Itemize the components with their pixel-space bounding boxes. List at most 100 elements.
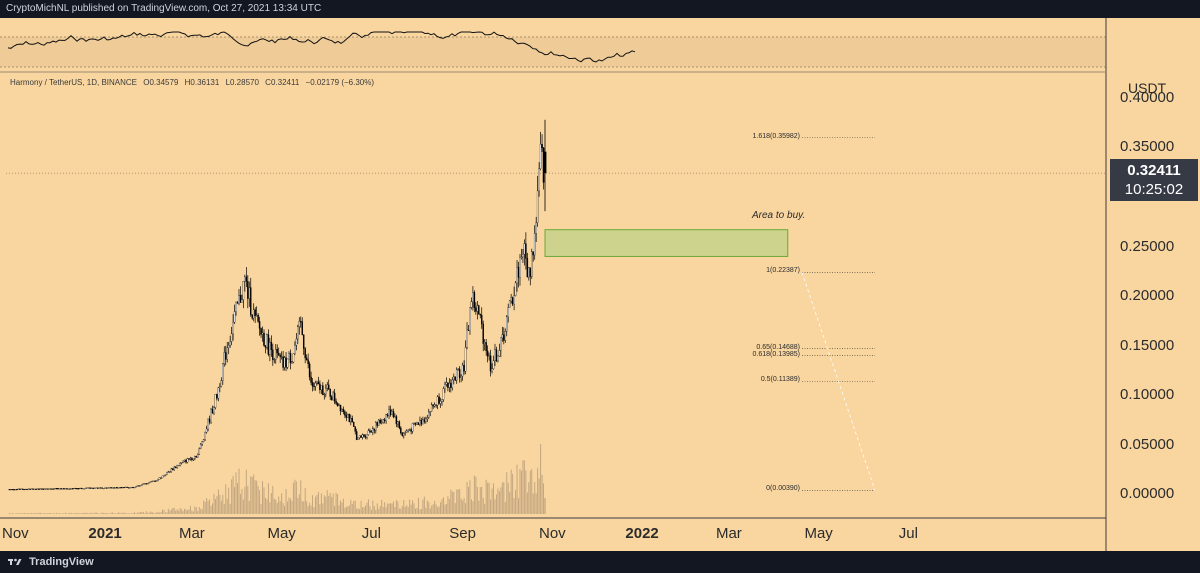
candle (136, 485, 139, 487)
chart-frame[interactable]: Harmony / TetherUS, 1D, BINANCE O0.34579… (0, 18, 1200, 551)
candle (266, 334, 268, 348)
volume-bar (447, 496, 449, 514)
candle (73, 487, 75, 490)
candle (457, 368, 459, 370)
candle (438, 396, 440, 404)
candle (239, 295, 242, 303)
candle (27, 488, 30, 490)
candle (289, 353, 292, 364)
volume-bar (101, 512, 103, 514)
volume-bar (228, 487, 230, 514)
candle (177, 465, 180, 467)
volume-bar (354, 500, 356, 514)
candle (426, 417, 429, 420)
buy-zone-label: Area to buy. (752, 210, 806, 221)
fib-level-label: 0.65(0.14688) (756, 343, 800, 351)
volume-bar (394, 507, 396, 514)
candle (149, 481, 152, 483)
oscillator-line (7, 31, 636, 63)
candle (186, 458, 189, 463)
volume-bar (498, 491, 500, 514)
candle (202, 439, 205, 442)
volume-layer (8, 444, 546, 514)
candle (148, 482, 150, 484)
fib-level-label: 1(0.22387) (766, 267, 800, 275)
candle (417, 422, 420, 425)
volume-bar (148, 512, 150, 514)
volume-bar (535, 493, 537, 514)
volume-bar (11, 513, 13, 514)
volume-bar (131, 513, 133, 514)
volume-bar (510, 469, 512, 514)
candle (52, 488, 55, 490)
volume-bar (213, 493, 215, 514)
candle (104, 487, 106, 489)
candle (116, 487, 118, 489)
volume-bar (153, 512, 155, 514)
candle (463, 365, 465, 372)
volume-bar (134, 512, 136, 514)
volume-bar (57, 513, 59, 514)
candle (491, 368, 493, 372)
volume-bar (445, 503, 447, 514)
volume-bar (136, 512, 138, 514)
candle (358, 435, 361, 439)
candle (301, 321, 303, 335)
candle (141, 484, 143, 486)
volume-bar (79, 513, 81, 514)
candle (211, 409, 214, 414)
candle (244, 276, 246, 282)
volume-bar (110, 512, 112, 514)
volume-bar (495, 494, 497, 514)
candle (194, 456, 196, 459)
candle (464, 347, 467, 372)
volume-bar (518, 498, 520, 514)
volume-bar (348, 505, 350, 514)
candle (382, 419, 384, 423)
candle (302, 334, 305, 349)
volume-bar (166, 512, 168, 514)
candle (391, 411, 393, 415)
candle (36, 488, 39, 490)
footer-bar: TradingView (0, 551, 1200, 573)
candle (342, 409, 345, 412)
candle (145, 483, 148, 485)
x-tick-label: May (267, 525, 296, 542)
volume-bar (313, 507, 315, 514)
volume-bar (294, 479, 296, 514)
volume-bar (231, 479, 233, 514)
volume-bar (532, 493, 534, 514)
candle (319, 383, 321, 390)
candle (107, 487, 109, 489)
volume-bar (226, 498, 228, 514)
candle (333, 392, 336, 402)
volume-bar (188, 509, 190, 514)
candle (450, 382, 452, 388)
candle (439, 401, 442, 404)
candle (198, 448, 201, 455)
candle (260, 328, 262, 335)
chart-canvas[interactable] (0, 18, 1200, 551)
legend-symbol: Harmony / TetherUS, 1D, BINANCE (10, 78, 138, 87)
candle (139, 485, 142, 487)
y-tick-label: 0.20000 (1120, 287, 1175, 305)
volume-bar (538, 478, 540, 514)
volume-bar (203, 500, 205, 514)
y-tick-label: 0.35000 (1120, 138, 1175, 156)
candle (154, 480, 156, 482)
candle (339, 404, 342, 412)
volume-bar (150, 511, 152, 514)
volume-bar (317, 491, 319, 514)
candle (532, 251, 534, 256)
candle (386, 414, 389, 417)
volume-bar (38, 512, 40, 514)
candle (233, 311, 236, 323)
volume-bar (47, 513, 49, 514)
volume-bar (270, 493, 272, 514)
volume-bar (39, 512, 41, 514)
candle (135, 486, 137, 488)
candle (217, 387, 220, 399)
candle (142, 483, 145, 485)
candle (320, 385, 323, 390)
volume-bar (494, 499, 496, 514)
